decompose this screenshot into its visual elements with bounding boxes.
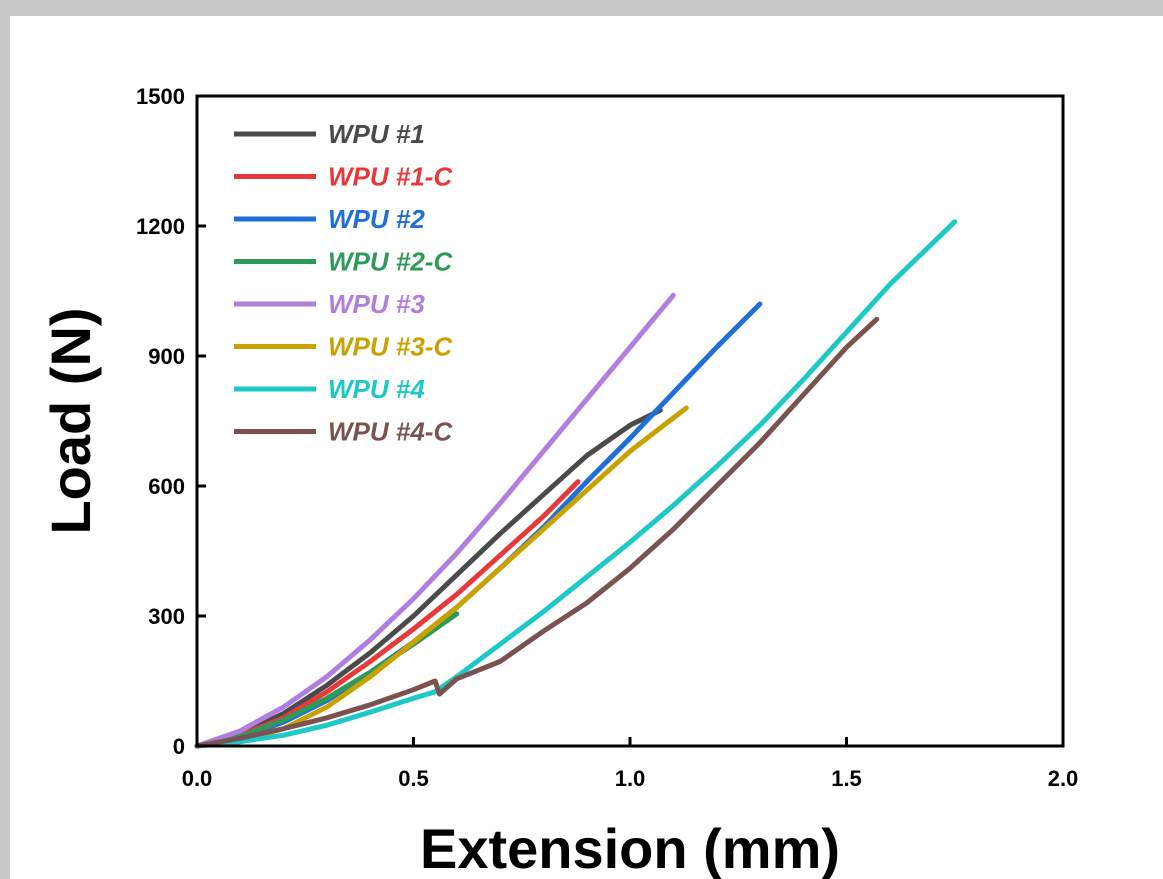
x-tick-label: 1.0 (615, 766, 646, 791)
legend: WPU #1 WPU #1-C WPU #2 WPU #2-C WPU #3 WPU #3… (234, 119, 453, 447)
y-tick-label: 300 (148, 604, 185, 629)
legend-label: WPU #2 (328, 204, 425, 234)
legend-label: WPU #1-C (328, 162, 453, 192)
x-tick-label: 0.0 (182, 766, 213, 791)
legend-label: WPU #1 (328, 119, 425, 149)
x-axis-title: Extension (mm) (420, 817, 840, 879)
legend-label: WPU #3 (328, 289, 425, 319)
chart-panel: 0.0 0.5 1.0 1.5 2.0 0 300 600 900 1200 1500 Exten… (10, 16, 1163, 879)
x-tick-label: 0.5 (398, 766, 429, 791)
legend-label: WPU #3-C (328, 332, 453, 362)
x-tick-label: 1.5 (831, 766, 862, 791)
chart-svg: 0.0 0.5 1.0 1.5 2.0 0 300 600 900 1200 1500 Exten… (39, 84, 1079, 879)
plot-frame (195, 94, 1065, 748)
x-tick-label: 2.0 (1048, 766, 1079, 791)
y-axis-ticks: 0 300 600 900 1200 1500 (136, 84, 206, 759)
y-tick-label: 600 (148, 474, 185, 499)
series-line-wpu-1 (194, 407, 663, 749)
series-line-wpu-3 (194, 292, 676, 749)
plot-lines (194, 219, 958, 749)
legend-label: WPU #4-C (328, 417, 453, 447)
legend-label: WPU #4 (328, 374, 425, 404)
y-tick-label: 0 (173, 734, 185, 759)
series-line-wpu-4-c (194, 316, 880, 749)
y-tick-label: 1200 (136, 214, 185, 239)
series-line-wpu-4 (194, 219, 958, 749)
y-tick-label: 1500 (136, 84, 185, 109)
legend-label: WPU #2-C (328, 247, 453, 277)
x-axis-ticks: 0.0 0.5 1.0 1.5 2.0 (182, 737, 1079, 791)
y-tick-label: 900 (148, 344, 185, 369)
y-axis-title: Load (N) (39, 307, 102, 534)
